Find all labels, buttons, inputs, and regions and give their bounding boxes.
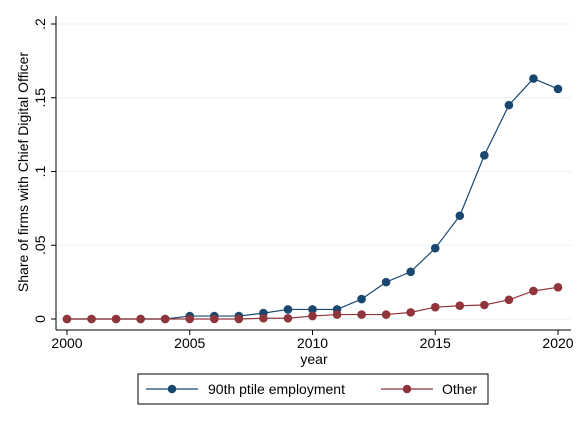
- legend-marker-0: [167, 384, 177, 394]
- series-point-0: [357, 294, 366, 304]
- series-point-0: [430, 243, 440, 253]
- y-tick-label: 0: [32, 315, 48, 323]
- series-point-1: [430, 302, 440, 312]
- series-point-1: [381, 310, 391, 319]
- x-axis-title: year: [300, 351, 328, 367]
- series-point-0: [480, 150, 489, 160]
- series-point-1: [357, 310, 366, 319]
- y-tick-label: .2: [32, 18, 48, 30]
- y-axis-ticks: 0 .05 .1 .15 .2: [32, 18, 56, 323]
- series-point-0: [283, 305, 293, 314]
- series-point-1: [259, 313, 268, 323]
- series-point-1: [332, 310, 342, 319]
- x-tick-label: 2000: [51, 335, 82, 351]
- x-axis-ticks: 2000 2005 2010 2015 2020: [51, 330, 574, 351]
- series-point-1: [455, 301, 465, 311]
- series-point-1: [111, 314, 121, 324]
- legend: 90th ptile employment Other: [137, 373, 489, 405]
- series-point-0: [455, 211, 465, 221]
- y-tick-label: .05: [32, 235, 48, 255]
- series-point-1: [283, 313, 293, 323]
- series-point-1: [529, 286, 538, 296]
- series-point-1: [160, 314, 170, 324]
- series-point-1: [234, 314, 244, 324]
- series-line-0: [67, 77, 559, 320]
- series-point-0: [381, 277, 391, 287]
- series-point-0: [529, 74, 538, 83]
- series-point-0: [553, 84, 563, 94]
- legend-label-0: 90th ptile employment: [208, 381, 345, 397]
- series-point-0: [406, 267, 416, 277]
- legend-marker-1: [402, 384, 412, 394]
- y-tick-label: .15: [32, 88, 48, 108]
- series-point-1: [480, 300, 489, 310]
- series-point-1: [62, 314, 72, 324]
- legend-label-1: Other: [442, 381, 477, 397]
- series-point-1: [87, 314, 96, 324]
- x-tick-label: 2010: [297, 335, 328, 351]
- series-point-0: [504, 100, 514, 110]
- series-point-1: [406, 308, 416, 317]
- series-point-1: [553, 282, 563, 292]
- series-group: [62, 74, 563, 324]
- x-tick-label: 2015: [420, 335, 451, 351]
- y-tick-label: .1: [32, 165, 48, 177]
- y-axis-title: Share of firms with Chief Digital Office…: [15, 52, 31, 292]
- series-point-1: [136, 314, 145, 324]
- series-point-1: [504, 295, 514, 305]
- axes: [55, 16, 571, 331]
- grid-lines: [57, 23, 571, 320]
- series-point-1: [185, 314, 195, 324]
- series-point-0: [308, 305, 317, 314]
- series-point-1: [308, 311, 317, 321]
- series-point-1: [210, 314, 219, 324]
- x-tick-label: 2005: [174, 335, 205, 351]
- x-tick-label: 2020: [542, 335, 573, 351]
